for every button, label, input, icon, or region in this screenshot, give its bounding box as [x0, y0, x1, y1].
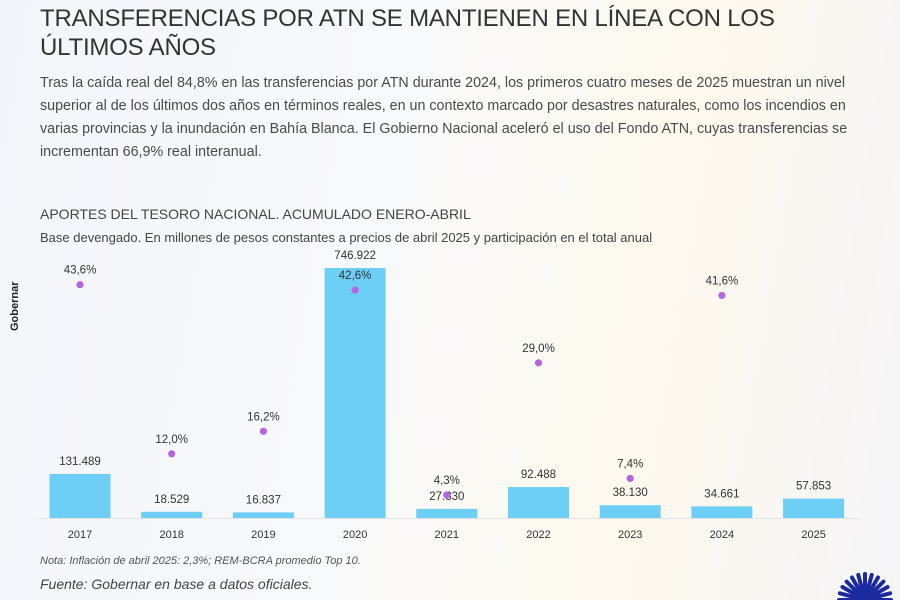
bar-2020	[324, 268, 386, 518]
share-label-2020: 42,6%	[339, 270, 372, 282]
x-tick-2020: 2020	[343, 529, 367, 541]
bar-2019	[232, 512, 294, 518]
share-label-2019: 16,2%	[247, 411, 280, 423]
bar-2017	[49, 473, 111, 518]
bar-label-2018: 18.529	[154, 494, 189, 506]
sunburst-logo-icon	[837, 572, 893, 600]
bar-2023	[599, 505, 661, 518]
bar-2021	[416, 508, 478, 518]
x-tick-2023: 2023	[618, 529, 642, 541]
bar-2022	[508, 487, 569, 518]
bar-2024	[691, 506, 753, 518]
share-label-2021: 4,3%	[434, 475, 460, 487]
x-tick-2019: 2019	[251, 529, 275, 541]
bar-2018	[141, 511, 203, 518]
x-tick-2021: 2021	[435, 529, 459, 541]
x-tick-2025: 2025	[801, 529, 825, 541]
share-label-2022: 29,0%	[522, 343, 555, 355]
chart: 131.48918.52916.837746.92227.33092.48838…	[35, 250, 860, 541]
share-dot-2017	[76, 281, 84, 289]
bar-label-2019: 16.837	[246, 494, 281, 506]
share-dot-2023	[626, 474, 634, 483]
bar-label-2017: 131.489	[59, 456, 101, 468]
chart-source: Fuente: Gobernar en base a datos oficial…	[40, 576, 313, 592]
bar-label-2025: 57.853	[796, 481, 831, 493]
share-dot-2022	[534, 359, 543, 367]
share-label-2018: 12,0%	[155, 434, 188, 446]
share-label-2017: 43,6%	[64, 265, 97, 277]
share-dot-2018	[168, 450, 176, 458]
x-tick-2022: 2022	[526, 529, 550, 541]
share-label-2024: 41,6%	[706, 275, 739, 287]
share-dot-2021	[443, 491, 451, 499]
page-title: TRANSFERENCIAS POR ATN SE MANTIENEN EN L…	[40, 5, 775, 61]
x-tick-2017: 2017	[68, 529, 92, 541]
lead-paragraph: Tras la caída real del 84,8% en las tran…	[40, 75, 848, 160]
chart-subtitle: Base devengado. En millones de pesos con…	[40, 230, 653, 245]
bar-2025	[783, 498, 845, 518]
bar-label-2022: 92.488	[521, 469, 556, 481]
bar-label-2024: 34.661	[704, 488, 739, 500]
share-dot-2019	[259, 427, 267, 435]
share-label-2023: 7,4%	[617, 458, 643, 470]
chart-title: APORTES DEL TESORO NACIONAL. ACUMULADO E…	[40, 206, 471, 222]
x-tick-2024: 2024	[710, 529, 734, 541]
share-dot-2024	[718, 291, 726, 300]
bar-label-2020: 746.922	[334, 250, 376, 262]
chart-note: Nota: Inflación de abril 2025: 2,3%; REM…	[40, 555, 361, 567]
share-dot-2020	[351, 286, 359, 294]
bar-label-2023: 38.130	[613, 487, 648, 499]
x-tick-2018: 2018	[159, 529, 183, 541]
